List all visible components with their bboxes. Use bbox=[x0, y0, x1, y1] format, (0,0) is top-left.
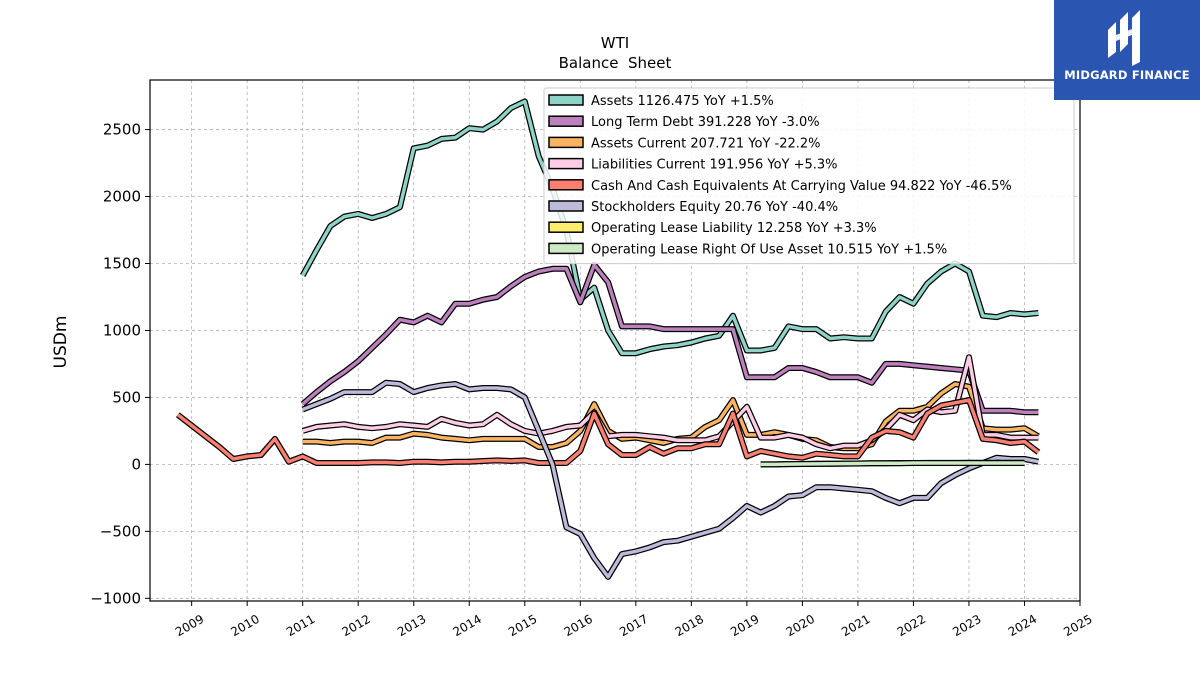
x-tick-label: 2017 bbox=[617, 612, 650, 639]
series-line bbox=[302, 355, 1039, 451]
y-tick-label: −1000 bbox=[90, 589, 141, 607]
chart-subtitle: Balance Sheet bbox=[559, 54, 672, 72]
x-tick-label: 2021 bbox=[839, 612, 872, 639]
x-tick-label: 2019 bbox=[728, 612, 761, 639]
series-line bbox=[760, 461, 1025, 467]
series-lines bbox=[175, 98, 1041, 580]
y-tick-label: 0 bbox=[131, 455, 141, 473]
midgard-finance-logo: MIDGARD FINANCE bbox=[1054, 0, 1200, 100]
legend-swatch bbox=[548, 136, 584, 149]
legend-entry: Operating Lease Right Of Use Asset 10.51… bbox=[591, 242, 947, 257]
legend-entry: Operating Lease Liability 12.258 YoY +3.… bbox=[591, 221, 877, 236]
legend-box bbox=[543, 87, 1075, 265]
series-7 bbox=[760, 460, 1025, 468]
legend-entry: Assets Current 207.721 YoY -22.2% bbox=[591, 136, 821, 151]
x-tick-label: 2010 bbox=[228, 612, 261, 639]
x-tick-label: 2016 bbox=[562, 612, 595, 639]
legend-entry: Long Term Debt 391.228 YoY -3.0% bbox=[591, 115, 820, 130]
legend-entry: Cash And Cash Equivalents At Carrying Va… bbox=[591, 179, 1012, 194]
x-tick-label: 2018 bbox=[673, 612, 706, 639]
legend-entry: Stockholders Equity 20.76 YoY -40.4% bbox=[591, 200, 838, 215]
y-tick-label: 2500 bbox=[103, 121, 141, 139]
plot-frame bbox=[149, 79, 1081, 602]
legend-swatch bbox=[548, 242, 584, 255]
series-line bbox=[301, 99, 1039, 355]
logo-text: MIDGARD FINANCE bbox=[1064, 68, 1190, 82]
x-tick-label: 2022 bbox=[895, 612, 928, 639]
y-tick-label: 1000 bbox=[103, 321, 141, 339]
series-1 bbox=[300, 261, 1039, 416]
x-tick-label: 2024 bbox=[1006, 612, 1039, 639]
x-tick-label: 2015 bbox=[506, 612, 539, 639]
x-tick-label: 2020 bbox=[784, 612, 817, 639]
legend-entry: Liabilities Current 191.956 YoY +5.3% bbox=[591, 158, 838, 173]
legend-swatch bbox=[548, 157, 584, 170]
legend-entry: Assets 1126.475 YoY +1.5% bbox=[591, 94, 774, 109]
x-tick-label: 2011 bbox=[284, 612, 317, 639]
series-line bbox=[301, 263, 1039, 414]
series-4 bbox=[175, 397, 1041, 466]
series-3 bbox=[301, 354, 1039, 452]
series-0 bbox=[300, 98, 1039, 357]
legend-swatch bbox=[548, 179, 584, 191]
x-tick-label: 2014 bbox=[451, 612, 484, 639]
y-tick-label: 1500 bbox=[103, 254, 141, 272]
y-tick-label: 500 bbox=[112, 388, 141, 406]
series-5 bbox=[301, 379, 1039, 580]
chart-title: WTI bbox=[601, 34, 629, 52]
x-tick-label: 2013 bbox=[395, 612, 428, 639]
legend: Assets 1126.475 YoY +1.5% Long Term Debt … bbox=[543, 87, 1075, 265]
x-tick-label: 2012 bbox=[339, 612, 372, 639]
y-axis-label: USDm bbox=[51, 316, 71, 369]
legend-swatch bbox=[548, 115, 584, 127]
y-tick-label: −500 bbox=[100, 522, 141, 540]
legend-swatch bbox=[548, 221, 584, 233]
x-tick-label: 2009 bbox=[173, 612, 206, 639]
x-tick-label: 2023 bbox=[950, 612, 983, 639]
x-tick-label: 2025 bbox=[1061, 612, 1094, 639]
series-line bbox=[176, 398, 1040, 465]
legend-swatch bbox=[548, 94, 584, 106]
series-line bbox=[302, 380, 1039, 579]
legend-swatch bbox=[548, 200, 584, 212]
y-tick-label: 2000 bbox=[103, 188, 141, 206]
midgard-logo-icon bbox=[1108, 10, 1140, 66]
